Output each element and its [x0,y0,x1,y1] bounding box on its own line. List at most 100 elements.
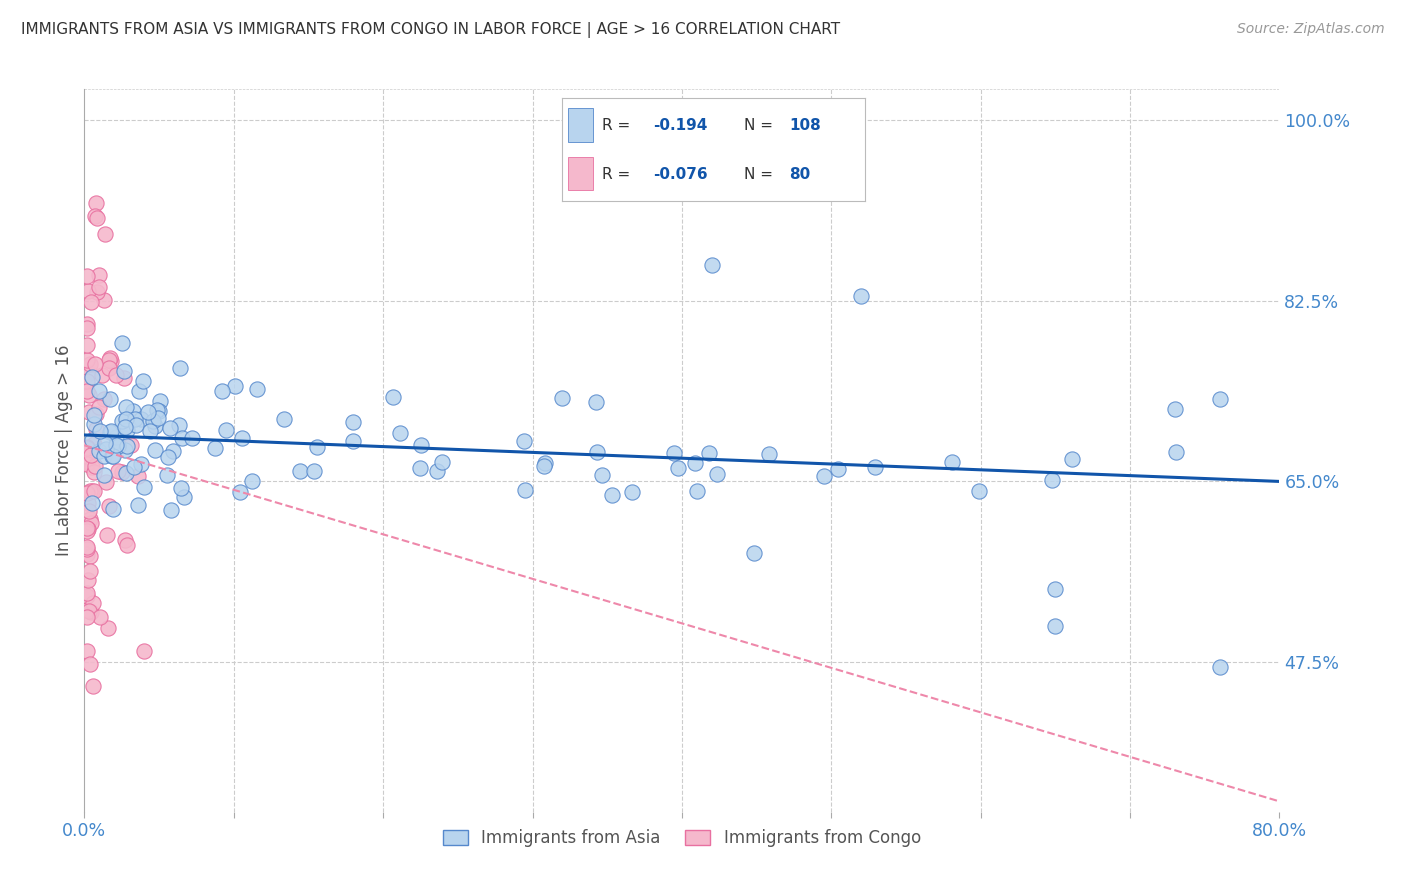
Point [98,392,121,406]
Point [97,352,120,367]
Point [89,268,111,283]
Point [600,488,623,502]
Point [82,596,104,610]
Point [1164,402,1187,417]
Point [129,457,152,471]
Point [758,447,780,461]
Point [129,412,152,426]
Point [169,481,191,495]
Point [76,353,98,368]
Point [76,496,98,510]
Point [114,533,136,548]
Point [79,512,101,526]
Point [76,541,98,556]
Point [827,462,849,476]
Point [79,549,101,563]
Point [76,441,98,455]
Legend: Immigrants from Asia, Immigrants from Congo: Immigrants from Asia, Immigrants from Co… [436,822,928,854]
Point [169,360,191,375]
Text: Source: ZipAtlas.com: Source: ZipAtlas.com [1237,22,1385,37]
Point [104,438,127,452]
Point [288,464,311,478]
Point [1166,445,1188,459]
Point [121,438,143,452]
Point [76,320,98,334]
Point [112,371,135,385]
Point [76,603,98,617]
Point [76,457,98,471]
Point [409,438,432,452]
Point [1045,582,1067,597]
Point [76,375,98,389]
Point [83,417,105,431]
Point [389,425,412,440]
Point [533,456,555,470]
Point [136,405,159,419]
Point [170,431,193,445]
Point [159,503,181,517]
Point [80,484,103,499]
Point [84,422,107,436]
Point [114,443,136,458]
Point [551,392,574,406]
Point [231,431,253,445]
Point [84,195,107,210]
Point [273,411,295,425]
Point [967,484,990,499]
Point [132,644,155,658]
Point [79,516,101,530]
Point [98,499,121,513]
Point [146,410,169,425]
Point [93,293,115,307]
Point [94,442,117,456]
Point [80,294,103,309]
Point [114,420,136,434]
Point [134,479,156,493]
Point [80,448,103,462]
Point [342,415,364,429]
Point [697,446,720,460]
Point [382,390,405,404]
Point [79,657,101,672]
Point [100,424,122,438]
Point [84,357,107,371]
Point [93,449,115,463]
Point [115,439,138,453]
Point [80,370,103,384]
Point [76,284,98,298]
Point [215,424,238,438]
Point [865,459,887,474]
Point [101,449,124,463]
Point [103,502,125,516]
Point [143,418,166,433]
Point [79,404,101,418]
Point [76,485,98,500]
Point [76,524,98,538]
Point [89,401,111,415]
Point [83,484,105,499]
Point [115,401,138,415]
Point [117,423,139,437]
Point [156,468,179,483]
Point [115,466,138,480]
Point [76,317,98,331]
Point [851,288,873,302]
Point [409,460,432,475]
Point [83,465,105,479]
Point [94,475,117,490]
Point [513,483,536,497]
Point [111,414,134,428]
Text: N =: N = [744,118,773,133]
Point [76,268,98,283]
Point [80,605,103,619]
Point [426,464,449,478]
Point [93,392,115,406]
Point [76,547,98,561]
Point [662,446,685,460]
Point [86,285,108,300]
Point [104,430,127,444]
Point [98,425,121,439]
Text: -0.076: -0.076 [652,167,707,182]
Point [114,412,136,426]
Point [76,541,98,555]
